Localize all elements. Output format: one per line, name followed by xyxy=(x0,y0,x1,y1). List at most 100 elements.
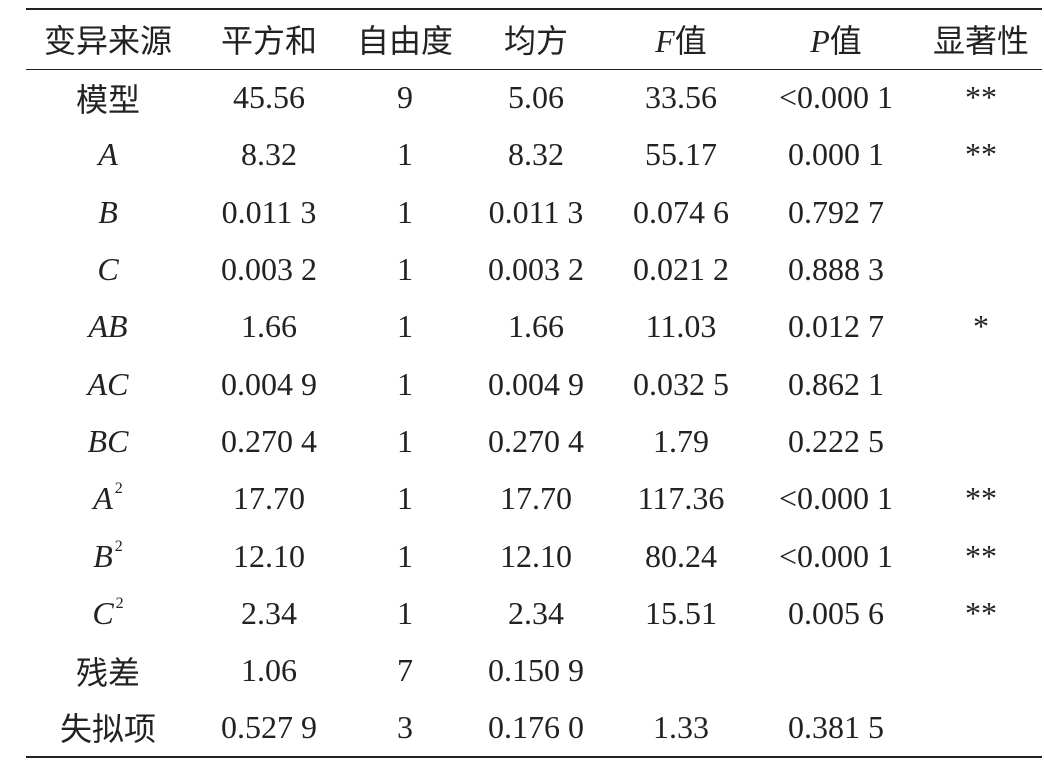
header-mean-square: 均方 xyxy=(503,23,568,60)
header-f-symbol: F xyxy=(655,23,675,60)
header-f-value: F值 xyxy=(610,9,752,69)
cell-mean-square: 0.004 9 xyxy=(488,365,584,402)
cell-sum-of-squares: 0.003 2 xyxy=(221,251,317,288)
header-f-word: 值 xyxy=(674,23,707,60)
cell-significance: ** xyxy=(965,136,997,173)
cell-degrees-of-freedom: 1 xyxy=(397,365,413,402)
source-exponent: 2 xyxy=(114,537,123,555)
cell-mean-square: 12.10 xyxy=(500,537,572,574)
cell-degrees-of-freedom: 3 xyxy=(397,708,413,745)
cell-degrees-of-freedom: 9 xyxy=(397,79,413,116)
table-row: B 0.011 3 1 0.011 3 0.074 6 0.792 7 xyxy=(26,184,1042,241)
source-label: AB xyxy=(88,308,128,345)
header-p-word: 值 xyxy=(829,23,862,60)
table-row: 失拟项 0.527 9 3 0.176 0 1.33 0.381 5 xyxy=(26,699,1042,757)
cell-mean-square: 17.70 xyxy=(500,480,572,517)
header-p-value: P值 xyxy=(752,9,920,69)
cell-sum-of-squares: 8.32 xyxy=(241,136,297,173)
cell-degrees-of-freedom: 1 xyxy=(397,480,413,517)
cell-degrees-of-freedom: 1 xyxy=(397,193,413,230)
cell-significance: ** xyxy=(965,480,997,517)
source-label: A xyxy=(93,480,113,517)
header-p-symbol: P xyxy=(810,23,830,60)
cell-degrees-of-freedom: 1 xyxy=(397,537,413,574)
cell-f-value: 55.17 xyxy=(645,136,717,173)
cell-sum-of-squares: 0.270 4 xyxy=(221,422,317,459)
cell-sum-of-squares: 45.56 xyxy=(233,79,305,116)
cell-significance: ** xyxy=(965,537,997,574)
cell-mean-square: 0.270 4 xyxy=(488,422,584,459)
cell-p-value xyxy=(752,642,920,699)
anova-table: 变异来源 平方和 自由度 均方 F值 P值 显著性 模型 45.56 9 5.06 33… xyxy=(26,8,1042,758)
source-label: 模型 xyxy=(75,81,140,118)
cell-mean-square: 5.06 xyxy=(508,79,564,116)
cell-p-value: 0.792 7 xyxy=(788,193,884,230)
table-row: AB 1.66 1 1.66 11.03 0.012 7 * xyxy=(26,298,1042,355)
source-label: B xyxy=(98,193,118,230)
cell-p-value: <0.000 1 xyxy=(778,480,894,517)
cell-degrees-of-freedom: 1 xyxy=(397,422,413,459)
header-source: 变异来源 xyxy=(43,23,172,60)
cell-significance xyxy=(920,699,1042,756)
cell-p-value: <0.000 1 xyxy=(778,537,894,574)
cell-sum-of-squares: 17.70 xyxy=(233,480,305,517)
table-row: 残差 1.06 7 0.150 9 xyxy=(26,642,1042,699)
cell-source: C xyxy=(26,241,190,298)
cell-f-value: 80.24 xyxy=(645,537,717,574)
cell-degrees-of-freedom: 1 xyxy=(397,308,413,345)
source-exponent: 2 xyxy=(115,594,124,612)
table-row: AC 0.004 9 1 0.004 9 0.032 5 0.862 1 xyxy=(26,355,1042,412)
cell-f-value xyxy=(610,642,752,699)
cell-f-value: 0.074 6 xyxy=(633,193,729,230)
cell-degrees-of-freedom: 1 xyxy=(397,136,413,173)
cell-p-value: 0.222 5 xyxy=(788,422,884,459)
table-row: A 8.32 1 8.32 55.17 0.000 1 ** xyxy=(26,126,1042,183)
cell-f-value: 1.33 xyxy=(653,708,709,745)
table-row: BC 0.270 4 1 0.270 4 1.79 0.222 5 xyxy=(26,413,1042,470)
cell-sum-of-squares: 0.527 9 xyxy=(221,708,317,745)
cell-significance: ** xyxy=(965,79,997,116)
cell-p-value: 0.012 7 xyxy=(788,308,884,345)
header-degrees-of-freedom: 自由度 xyxy=(356,23,453,60)
source-label: C xyxy=(92,594,114,631)
cell-significance: * xyxy=(973,308,989,345)
cell-source: AB xyxy=(26,298,190,355)
cell-significance: ** xyxy=(965,594,997,631)
cell-significance xyxy=(920,355,1042,412)
cell-mean-square: 2.34 xyxy=(508,594,564,631)
cell-mean-square: 0.003 2 xyxy=(488,251,584,288)
table-row: C 2 2.34 1 2.34 15.51 0.005 6 ** xyxy=(26,585,1042,642)
cell-sum-of-squares: 12.10 xyxy=(233,537,305,574)
cell-f-value: 117.36 xyxy=(637,480,725,517)
cell-f-value: 33.56 xyxy=(645,79,717,116)
header-sum-of-squares: 平方和 xyxy=(220,23,317,60)
source-label: AC xyxy=(87,365,129,402)
cell-mean-square: 0.150 9 xyxy=(488,652,584,689)
cell-mean-square: 0.011 3 xyxy=(488,193,584,230)
cell-mean-square: 1.66 xyxy=(508,308,564,345)
cell-p-value: 0.005 6 xyxy=(788,594,884,631)
source-label: BC xyxy=(87,422,129,459)
source-label: A xyxy=(98,136,118,173)
table-row: A 2 17.70 1 17.70 117.36 <0.000 1 ** xyxy=(26,470,1042,527)
cell-source: B xyxy=(26,184,190,241)
cell-sum-of-squares: 2.34 xyxy=(241,594,297,631)
cell-sum-of-squares: 0.011 3 xyxy=(221,193,317,230)
cell-p-value: <0.000 1 xyxy=(778,79,894,116)
cell-sum-of-squares: 0.004 9 xyxy=(221,365,317,402)
table-row: C 0.003 2 1 0.003 2 0.021 2 0.888 3 xyxy=(26,241,1042,298)
table-row: 模型 45.56 9 5.06 33.56 <0.000 1 ** xyxy=(26,69,1042,126)
cell-p-value: 0.000 1 xyxy=(788,136,884,173)
cell-f-value: 0.032 5 xyxy=(633,365,729,402)
table-row: B 2 12.10 1 12.10 80.24 <0.000 1 ** xyxy=(26,527,1042,584)
cell-f-value: 1.79 xyxy=(653,422,709,459)
cell-source: AC xyxy=(26,355,190,412)
cell-degrees-of-freedom: 1 xyxy=(397,594,413,631)
cell-degrees-of-freedom: 1 xyxy=(397,251,413,288)
cell-source: BC xyxy=(26,413,190,470)
source-label: C xyxy=(97,251,119,288)
cell-mean-square: 0.176 0 xyxy=(488,708,584,745)
cell-p-value: 0.381 5 xyxy=(788,708,884,745)
